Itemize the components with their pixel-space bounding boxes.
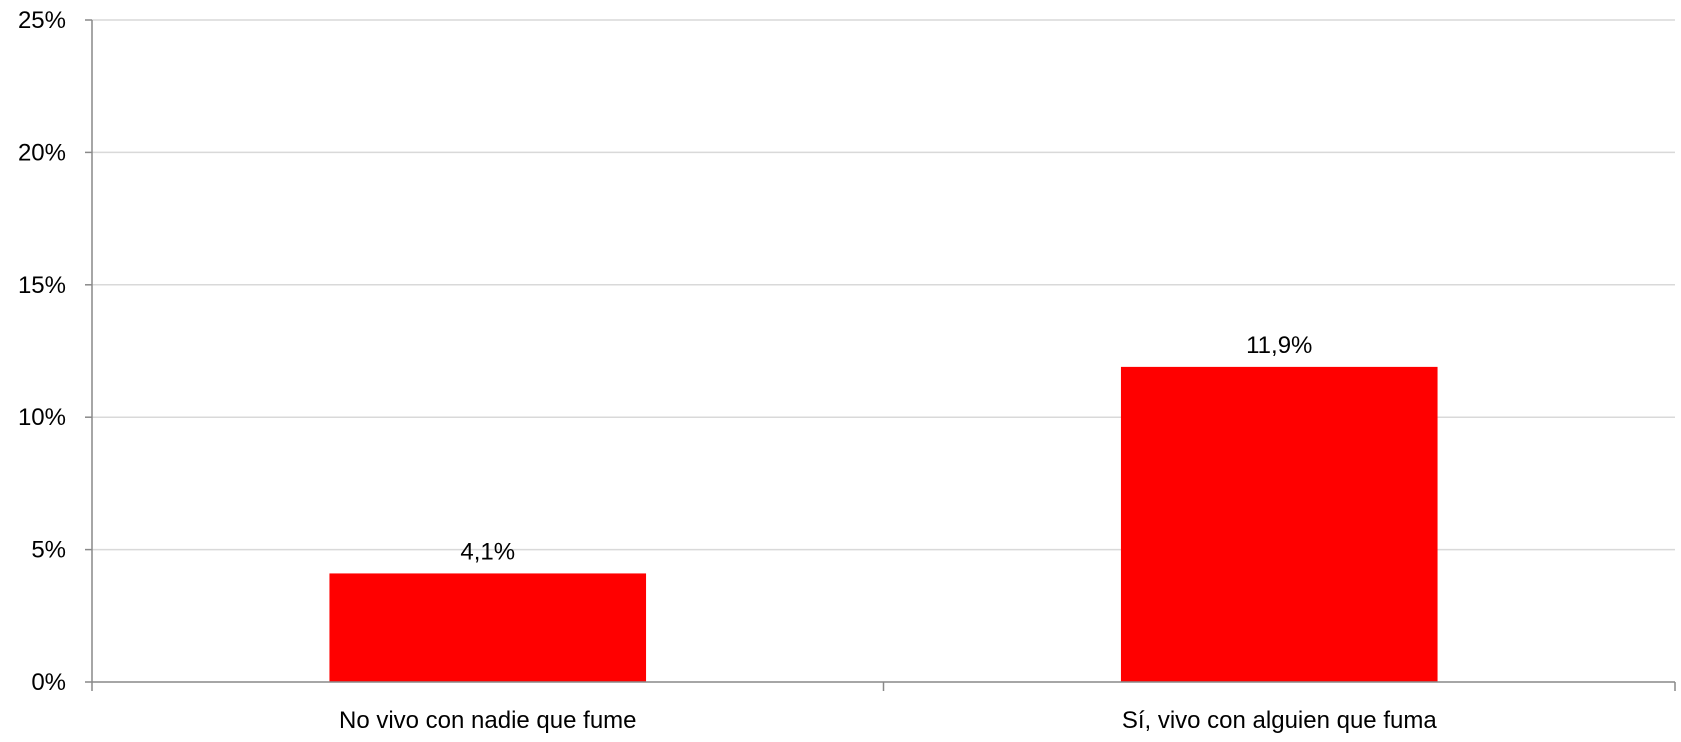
axes — [85, 19, 1676, 691]
y-tick-label: 0% — [31, 669, 66, 696]
y-tick-label: 10% — [18, 404, 66, 431]
x-tick-label: No vivo con nadie que fume — [339, 707, 637, 734]
data-label: 11,9% — [1246, 332, 1312, 359]
y-tick-label: 25% — [18, 7, 66, 34]
bar — [329, 573, 647, 682]
y-tick-label: 5% — [31, 537, 66, 564]
x-tick-label: Sí, vivo con alguien que fuma — [1122, 707, 1438, 734]
gridlines — [92, 19, 1675, 551]
data-label: 4,1% — [460, 538, 515, 565]
y-tick-label: 15% — [18, 272, 66, 299]
labels: 0% 5% 10% 15% 20% 25% 4,1% No vivo con nadie qu… — [18, 7, 1437, 734]
bar — [1120, 366, 1438, 682]
bars — [329, 366, 1438, 682]
y-tick-label: 20% — [18, 139, 66, 166]
